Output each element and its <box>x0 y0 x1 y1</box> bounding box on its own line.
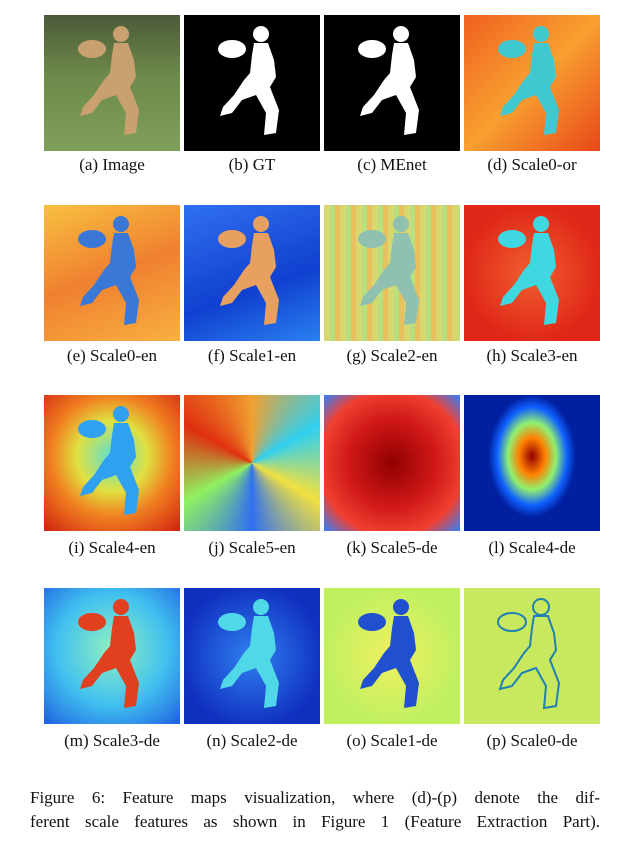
feature-map <box>44 588 180 724</box>
silhouette <box>78 406 139 515</box>
feature-map <box>464 395 600 531</box>
panel-label: (a) Image <box>79 155 145 174</box>
panel-label: (p) Scale0-de <box>486 731 578 750</box>
silhouette <box>498 26 559 135</box>
feature-map <box>184 395 320 531</box>
panel-label: (j) Scale5-en <box>208 538 296 557</box>
feature-map <box>324 15 460 151</box>
silhouette <box>498 216 559 325</box>
silhouette <box>497 598 560 709</box>
feature-map <box>324 588 460 724</box>
panel-label: (d) Scale0-or <box>487 155 577 174</box>
silhouette <box>218 26 279 135</box>
panel-label: (k) Scale5-de <box>346 538 438 557</box>
panel-label: (l) Scale4-de <box>488 538 576 557</box>
panel-label: (b) GT <box>228 155 276 174</box>
figure-caption: ferent scale features as shown in Figure… <box>30 812 600 831</box>
panel-label: (g) Scale2-en <box>346 346 438 365</box>
silhouette <box>218 216 279 325</box>
feature-map <box>44 205 180 341</box>
feature-map <box>464 205 600 341</box>
silhouette <box>358 26 419 135</box>
feature-map <box>324 205 460 341</box>
feature-map <box>464 15 600 151</box>
panel-label: (i) Scale4-en <box>68 538 156 557</box>
feature-map <box>44 395 180 531</box>
silhouette <box>218 599 279 708</box>
feature-map <box>184 205 320 341</box>
panel-label: (n) Scale2-de <box>206 731 298 750</box>
panel-label: (e) Scale0-en <box>66 346 158 365</box>
feature-map <box>44 15 180 151</box>
panel-label: (m) Scale3-de <box>64 731 160 750</box>
silhouette <box>358 216 419 325</box>
silhouette <box>78 216 139 325</box>
figure-caption: Figure 6: Feature maps visualization, wh… <box>30 788 600 807</box>
panel-label: (o) Scale1-de <box>346 731 438 750</box>
feature-map <box>184 588 320 724</box>
silhouette <box>78 599 139 708</box>
panel-label: (h) Scale3-en <box>486 346 578 365</box>
silhouette <box>358 599 419 708</box>
silhouette <box>78 26 139 135</box>
feature-map <box>464 588 600 724</box>
feature-map <box>324 395 460 531</box>
feature-map <box>184 15 320 151</box>
panel-label: (f) Scale1-en <box>207 346 297 365</box>
panel-label: (c) MEnet <box>357 155 427 174</box>
